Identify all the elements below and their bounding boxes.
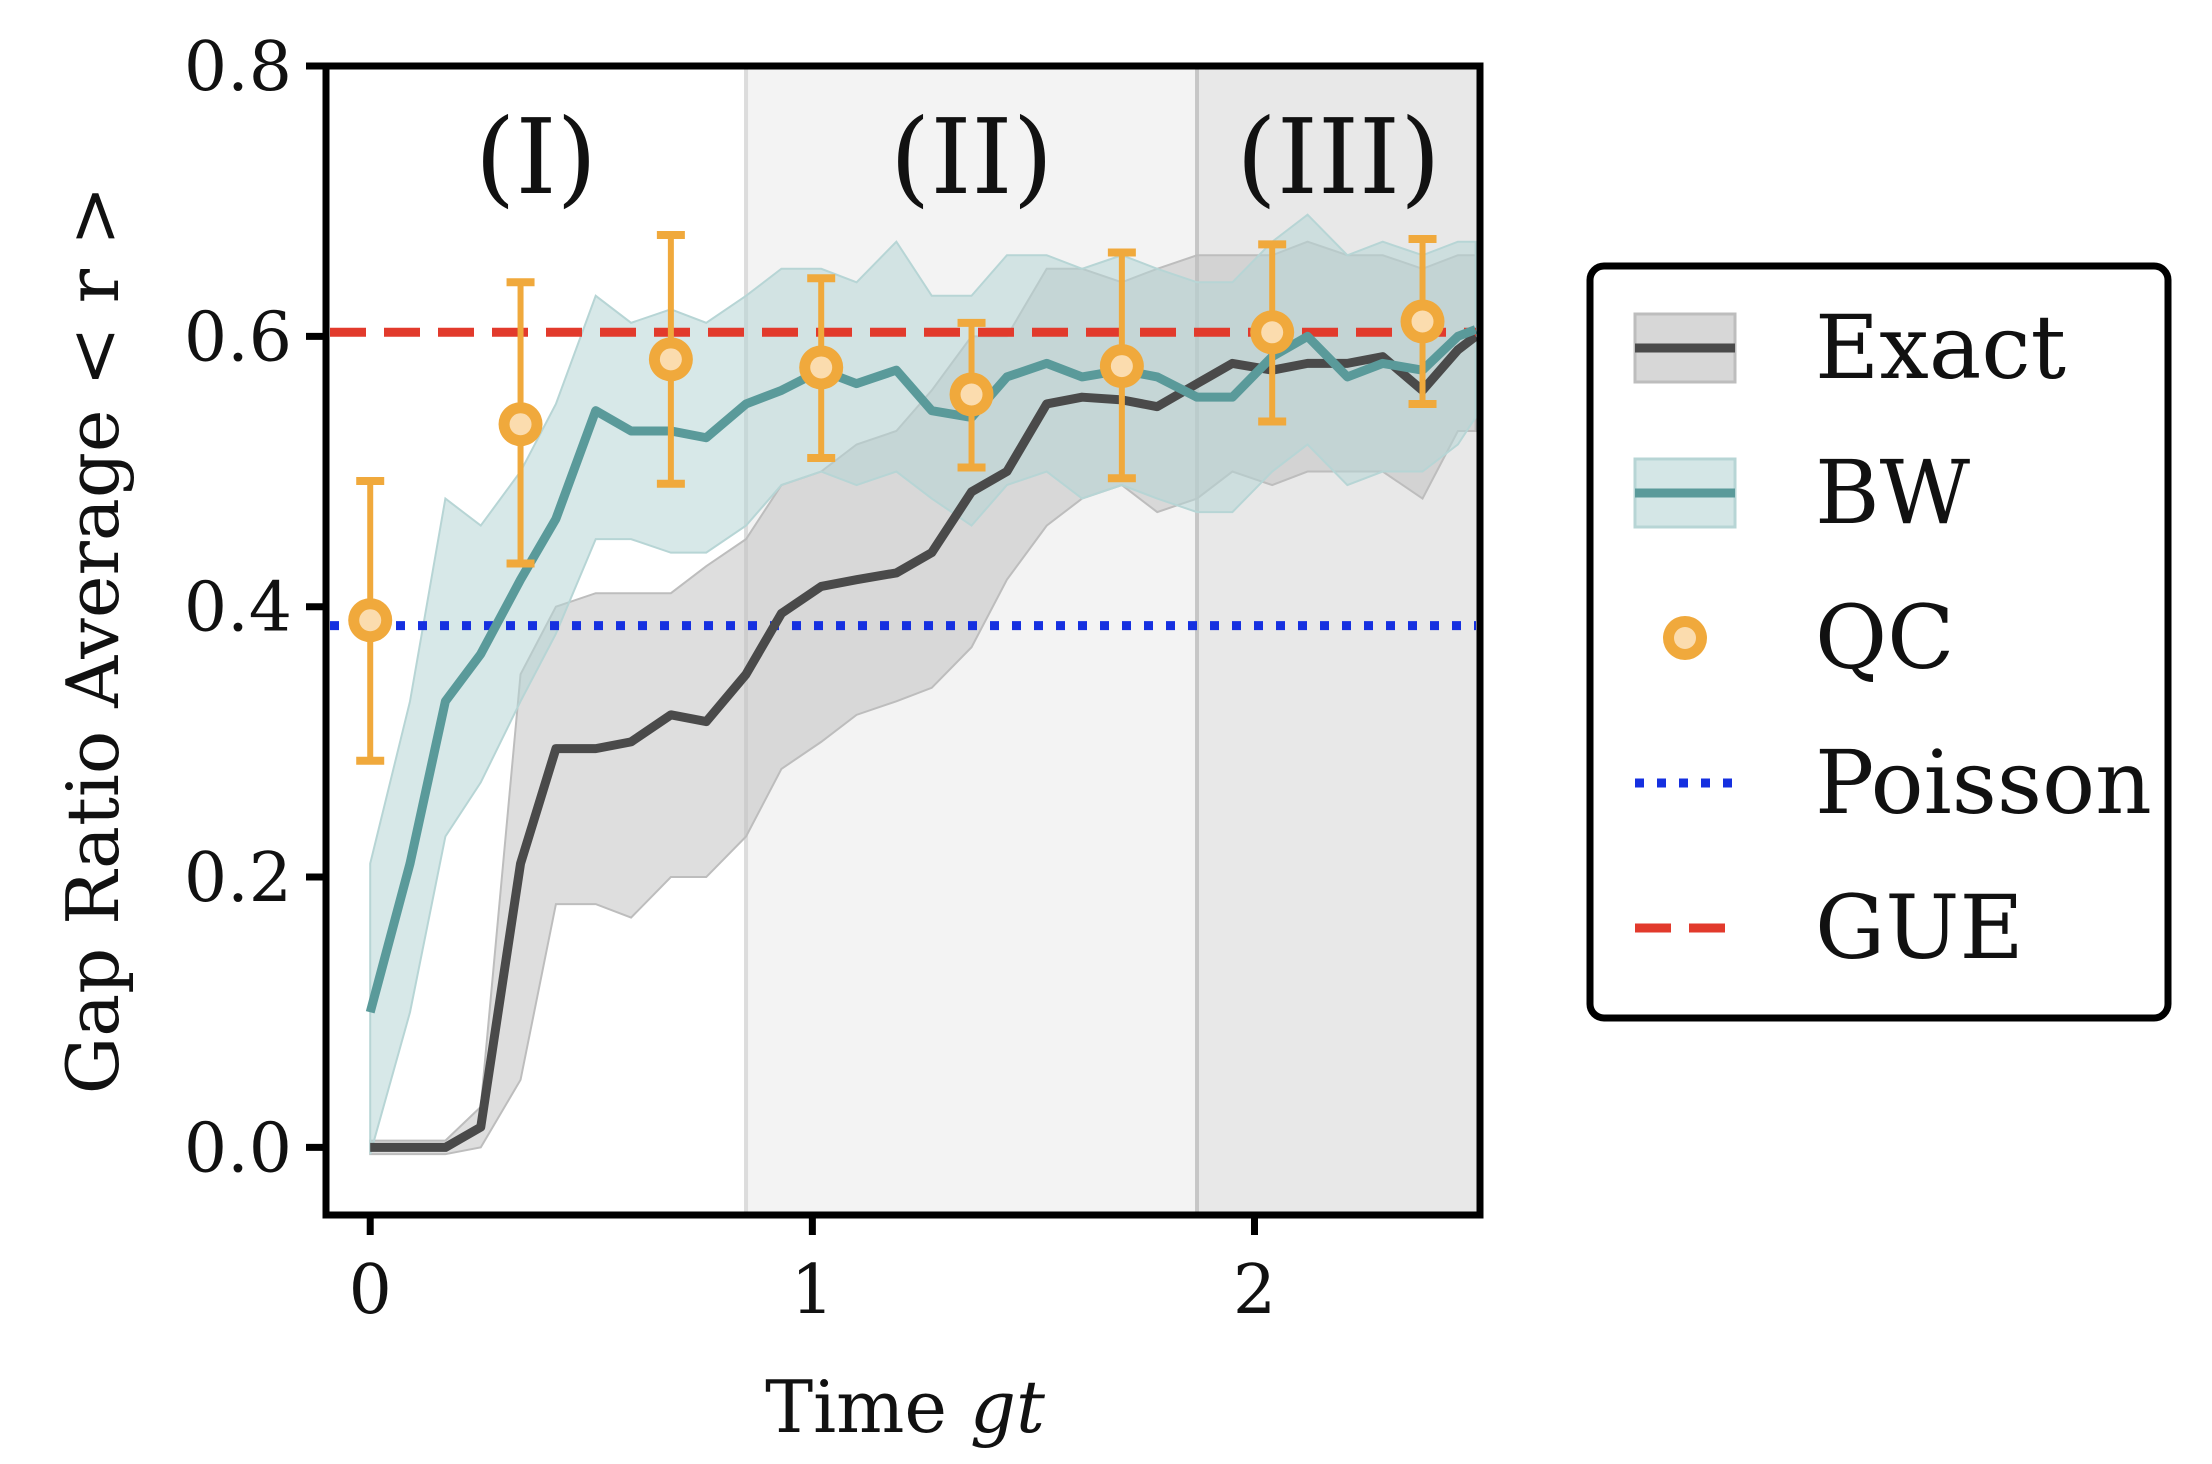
region-label: (II) [890,96,1053,218]
qc-marker-center [359,609,382,632]
legend-label: Exact [1815,296,2066,399]
qc-marker-center [659,348,682,371]
plot-frame [322,62,1484,1219]
exact-line [370,332,1479,1152]
y-tick-label: 0.4 [184,569,292,648]
x-tick-label: 2 [1233,1251,1276,1330]
x-axis-label-text: Time [765,1365,947,1449]
legend-item-bw: BW [1633,441,1971,544]
x-tick-label: 1 [791,1251,834,1330]
axis-ticks: 0.0 0.2 0.4 0.6 0.8 0 1 2 [184,28,1276,1330]
uncertainty-bands [369,213,1477,1156]
legend-label: GUE [1815,876,2024,979]
region-label: (III) [1236,96,1440,218]
x-axis-label: Time gt [765,1365,1046,1449]
qc-points [348,230,1445,765]
x-tick-label: 0 [349,1251,392,1330]
y-tick-label: 0.6 [184,298,292,377]
x-axis-label-var: gt [970,1365,1046,1449]
series-lines [365,325,1479,1152]
qc-marker-center [960,383,983,406]
qc-point [498,278,543,568]
legend-label: Poisson [1815,731,2152,834]
qc-point [1099,248,1144,483]
qc-marker-center [1110,355,1133,378]
qc-point [648,230,693,488]
legend-box [1586,262,2172,1022]
y-tick-label: 0.2 [184,839,292,918]
y-tick-label: 0.8 [184,28,292,107]
qc-point [348,476,393,765]
y-tick-label: 0.0 [184,1109,292,1188]
qc-marker-center [810,356,833,379]
qc-point [1400,235,1445,408]
region-labels: (I) (II) (III) [475,96,1441,218]
legend-label: BW [1815,441,1971,544]
legend-swatch-marker-center [1674,627,1696,649]
qc-marker-center [509,413,532,436]
qc-marker-center [1261,321,1284,344]
legend-item-gue: GUE [1635,876,2024,979]
bw-band [369,213,1477,1155]
legend-label: QC [1815,586,1954,689]
qc-point [949,318,994,472]
legend: Exact BW QC Poisson GUE [1586,262,2172,1022]
y-axis-label: Gap Ratio Average < r > [51,186,135,1095]
region-3-shade [1197,66,1480,1215]
bw-line [365,325,1478,1014]
qc-point [1250,240,1295,426]
qc-marker-center [1411,310,1434,333]
legend-item-poisson: Poisson [1635,731,2152,834]
qc-point [799,274,844,463]
legend-item-qc: QC [1663,586,1954,689]
region-label: (I) [475,96,597,218]
legend-item-exact: Exact [1633,296,2066,399]
